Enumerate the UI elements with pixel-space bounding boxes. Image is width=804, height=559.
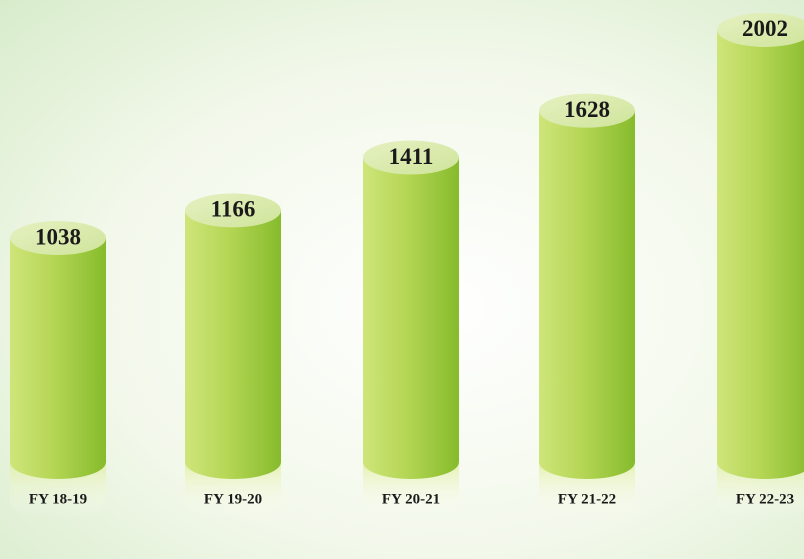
bar-top: [185, 193, 281, 228]
bar-top: [539, 93, 635, 128]
x-tick-label: FY 20-21: [382, 491, 440, 507]
bar: [717, 29, 804, 479]
data-label: 1166: [211, 197, 256, 222]
x-tick-label: FY 22-23: [736, 491, 794, 507]
bar-top: [363, 140, 459, 175]
bar-top: [717, 12, 804, 47]
data-label: 2002: [742, 16, 788, 41]
bar: [539, 110, 635, 479]
bar: [363, 157, 459, 479]
bar: [10, 237, 106, 479]
x-tick-label: FY 18-19: [29, 491, 87, 507]
x-tick-label: FY 19-20: [204, 491, 262, 507]
bar: [185, 210, 281, 479]
x-tick-label: FY 21-22: [558, 491, 616, 507]
data-label: 1038: [35, 224, 81, 249]
bar-top: [10, 220, 106, 255]
data-label: 1411: [389, 144, 434, 169]
data-label: 1628: [564, 97, 610, 122]
